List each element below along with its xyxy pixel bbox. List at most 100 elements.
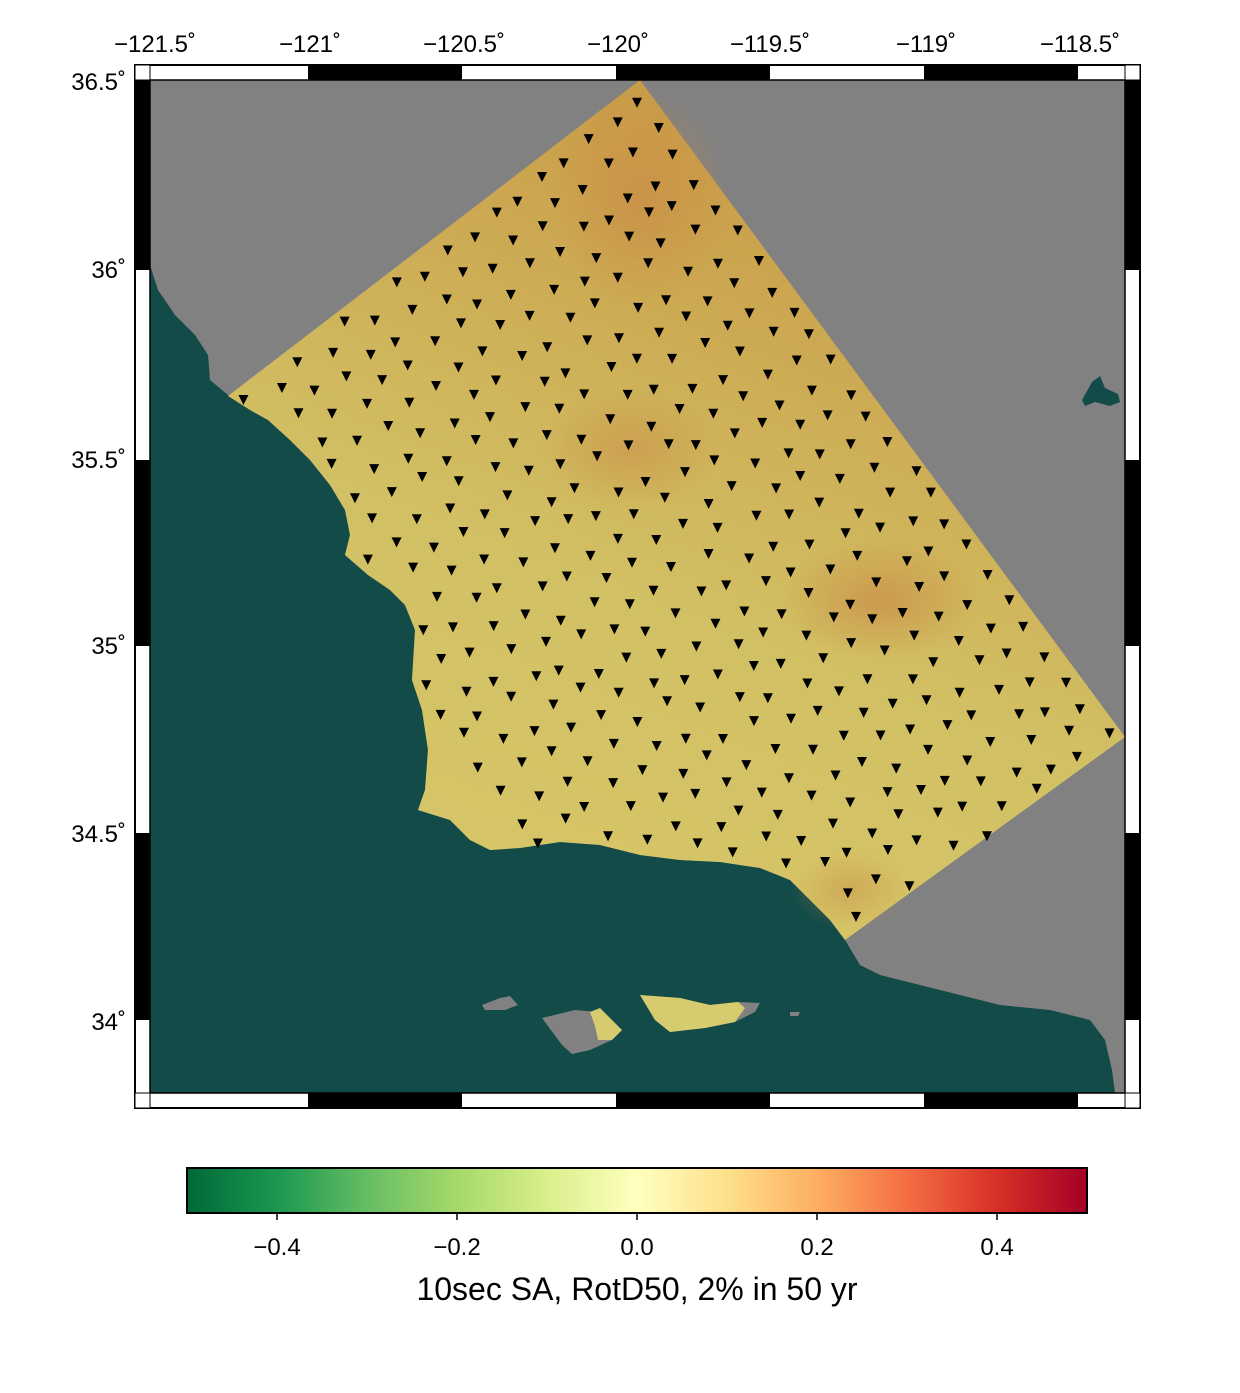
station-marker [537, 172, 548, 183]
station-marker [818, 653, 829, 664]
station-marker [830, 770, 841, 781]
station-marker [391, 277, 402, 288]
lon-label: −118.5˚ [1040, 31, 1120, 58]
station-marker [430, 336, 441, 347]
station-marker [748, 716, 759, 727]
station-marker [612, 117, 623, 128]
station-marker [825, 564, 836, 575]
colorbar-title: 10sec SA, RotD50, 2% in 50 yr [416, 1271, 857, 1307]
island-west [482, 996, 518, 1010]
station-marker [748, 661, 759, 672]
station-marker [962, 600, 973, 611]
station-marker [404, 397, 415, 408]
station-marker [339, 316, 350, 327]
station-marker [768, 326, 779, 337]
station-marker [915, 784, 926, 795]
station-marker [537, 221, 548, 232]
station-marker [577, 184, 588, 195]
station-marker [583, 134, 594, 145]
station-marker [869, 462, 880, 473]
station-marker [656, 648, 667, 659]
station-marker [796, 835, 807, 846]
station-marker [875, 730, 886, 741]
frame-bar [135, 80, 150, 270]
station-marker [758, 627, 769, 638]
station-marker [627, 147, 638, 158]
station-marker [411, 514, 422, 525]
station-marker [803, 587, 814, 598]
station-marker [932, 807, 943, 818]
station-marker [708, 408, 719, 419]
station-marker [690, 224, 701, 235]
station-marker [633, 302, 644, 313]
station-marker [772, 809, 783, 820]
station-marker [605, 414, 616, 425]
station-marker [921, 695, 932, 706]
station-marker [455, 318, 466, 329]
station-marker [555, 459, 566, 470]
station-marker [292, 357, 303, 368]
station-marker [761, 831, 772, 842]
station-marker [624, 231, 635, 242]
station-marker [953, 636, 964, 647]
hotspot-north [550, 90, 730, 310]
station-marker [472, 299, 483, 310]
station-marker [650, 181, 661, 192]
station-marker [882, 436, 893, 447]
colorbar-gradient [186, 1167, 1088, 1214]
station-marker [539, 376, 550, 387]
station-marker [733, 639, 744, 650]
station-marker [490, 375, 501, 386]
station-marker [962, 755, 973, 766]
station-marker [622, 193, 633, 204]
station-marker [678, 768, 689, 779]
station-marker [461, 686, 472, 697]
station-marker [663, 439, 674, 450]
station-marker [549, 284, 560, 295]
station-marker [632, 97, 643, 108]
station-marker [762, 369, 773, 380]
station-marker [703, 498, 714, 509]
station-marker [679, 467, 690, 478]
station-marker [701, 750, 712, 761]
station-marker [897, 607, 908, 618]
station-marker [751, 510, 762, 521]
frame-bar [135, 833, 150, 1020]
station-marker [643, 207, 654, 218]
station-marker [688, 180, 699, 191]
station-marker [845, 797, 856, 808]
station-marker [453, 362, 464, 373]
hotspot-center [540, 390, 720, 510]
station-marker [402, 360, 413, 371]
station-marker [933, 611, 944, 622]
lat-label: 35.5˚ [71, 447, 126, 474]
station-marker [488, 676, 499, 687]
station-marker [804, 539, 815, 550]
station-marker [757, 417, 768, 428]
station-marker [692, 838, 703, 849]
station-marker [768, 541, 779, 552]
frame-bar [135, 460, 150, 646]
station-marker [785, 713, 796, 724]
station-marker [846, 638, 857, 649]
station-marker [576, 434, 587, 445]
station-marker [520, 609, 531, 620]
station-marker [622, 389, 633, 400]
station-marker [718, 375, 729, 386]
station-marker [845, 599, 856, 610]
station-marker [549, 543, 560, 554]
station-marker [562, 776, 573, 787]
station-marker [667, 149, 678, 160]
frame-corner [134, 64, 151, 81]
station-marker [680, 733, 691, 744]
station-marker [914, 581, 925, 592]
station-marker [709, 455, 720, 466]
station-marker [555, 615, 566, 626]
station-marker [734, 346, 745, 357]
station-marker [508, 235, 519, 246]
station-marker [505, 289, 516, 300]
lon-label: −121˚ [279, 31, 341, 58]
station-marker [954, 687, 965, 698]
station-marker [369, 315, 380, 326]
station-marker [703, 548, 714, 559]
